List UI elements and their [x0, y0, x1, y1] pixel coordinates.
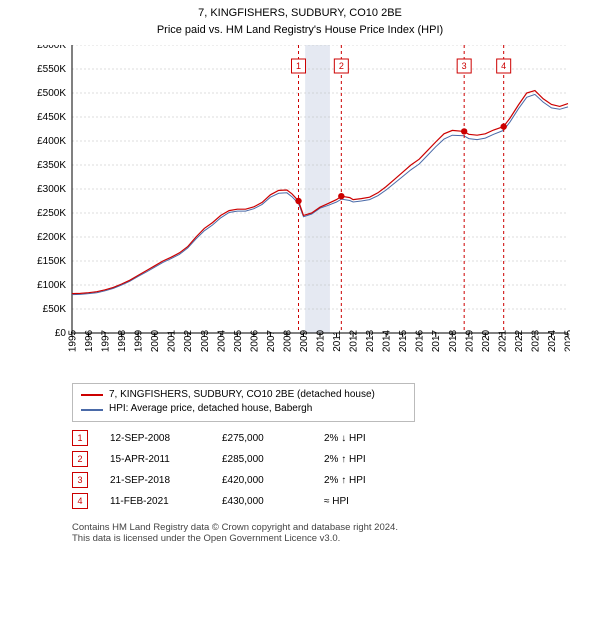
legend-item-1: HPI: Average price, detached house, Babe… — [81, 402, 406, 417]
transaction-date: 21-SEP-2018 — [110, 470, 200, 491]
y-axis-label: £100K — [37, 280, 66, 291]
title-line1: 7, KINGFISHERS, SUDBURY, CO10 2BE — [10, 6, 590, 21]
y-axis-label: £250K — [37, 208, 66, 219]
transaction-index: 1 — [72, 430, 88, 446]
transaction-vs-hpi: 2% ↑ HPI — [324, 470, 404, 491]
transaction-date: 12-SEP-2008 — [110, 428, 200, 449]
y-axis-label: £500K — [37, 88, 66, 99]
y-axis-label: £550K — [37, 64, 66, 75]
transaction-row: 3 21-SEP-2018 £420,000 2% ↑ HPI — [72, 470, 590, 491]
transaction-price: £275,000 — [222, 428, 302, 449]
marker-num-2: 2 — [339, 61, 344, 71]
legend-label: HPI: Average price, detached house, Babe… — [109, 402, 312, 417]
transaction-vs-hpi: 2% ↓ HPI — [324, 428, 404, 449]
chart-legend: 7, KINGFISHERS, SUDBURY, CO10 2BE (detac… — [72, 383, 415, 422]
footer-line2: This data is licensed under the Open Gov… — [72, 533, 590, 544]
footer-line1: Contains HM Land Registry data © Crown c… — [72, 522, 590, 533]
transaction-price: £420,000 — [222, 470, 302, 491]
chart-title: 7, KINGFISHERS, SUDBURY, CO10 2BE Price … — [10, 6, 590, 39]
y-axis-label: £600K — [37, 45, 66, 51]
marker-num-1: 1 — [296, 61, 301, 71]
y-axis-label: £0 — [55, 328, 67, 339]
transaction-index: 2 — [72, 451, 88, 467]
marker-dot-2 — [338, 193, 344, 199]
marker-dot-3 — [461, 128, 467, 134]
transaction-row: 2 15-APR-2011 £285,000 2% ↑ HPI — [72, 449, 590, 470]
marker-num-4: 4 — [501, 61, 506, 71]
attribution-footer: Contains HM Land Registry data © Crown c… — [72, 522, 590, 544]
y-axis-label: £450K — [37, 112, 66, 123]
y-axis-label: £150K — [37, 256, 66, 267]
transaction-index: 4 — [72, 493, 88, 509]
transaction-row: 4 11-FEB-2021 £430,000 ≈ HPI — [72, 491, 590, 512]
transaction-price: £285,000 — [222, 449, 302, 470]
legend-label: 7, KINGFISHERS, SUDBURY, CO10 2BE (detac… — [109, 388, 375, 403]
transaction-price: £430,000 — [222, 491, 302, 512]
marker-dot-1 — [295, 198, 301, 204]
legend-swatch — [81, 409, 103, 411]
title-line2: Price paid vs. HM Land Registry's House … — [10, 23, 590, 38]
y-axis-label: £300K — [37, 184, 66, 195]
marker-num-3: 3 — [462, 61, 467, 71]
chart-area: £0 £50K £100K £150K £200K £250K £300K £350K £400… — [10, 45, 590, 375]
transaction-row: 1 12-SEP-2008 £275,000 2% ↓ HPI — [72, 428, 590, 449]
y-axis-label: £50K — [43, 304, 67, 315]
transaction-list: 1 12-SEP-2008 £275,000 2% ↓ HPI 2 15-APR-2011… — [72, 428, 590, 512]
y-axis-label: £350K — [37, 160, 66, 171]
transaction-vs-hpi: 2% ↑ HPI — [324, 449, 404, 470]
transaction-date: 11-FEB-2021 — [110, 491, 200, 512]
transaction-index: 3 — [72, 472, 88, 488]
legend-swatch — [81, 394, 103, 396]
y-axis-label: £200K — [37, 232, 66, 243]
price-chart: £0 £50K £100K £150K £200K £250K £300K £350K £400… — [10, 45, 570, 375]
transaction-vs-hpi: ≈ HPI — [324, 491, 404, 512]
legend-item-0: 7, KINGFISHERS, SUDBURY, CO10 2BE (detac… — [81, 388, 406, 403]
marker-dot-4 — [500, 123, 506, 129]
y-axis-label: £400K — [37, 136, 66, 147]
transaction-date: 15-APR-2011 — [110, 449, 200, 470]
